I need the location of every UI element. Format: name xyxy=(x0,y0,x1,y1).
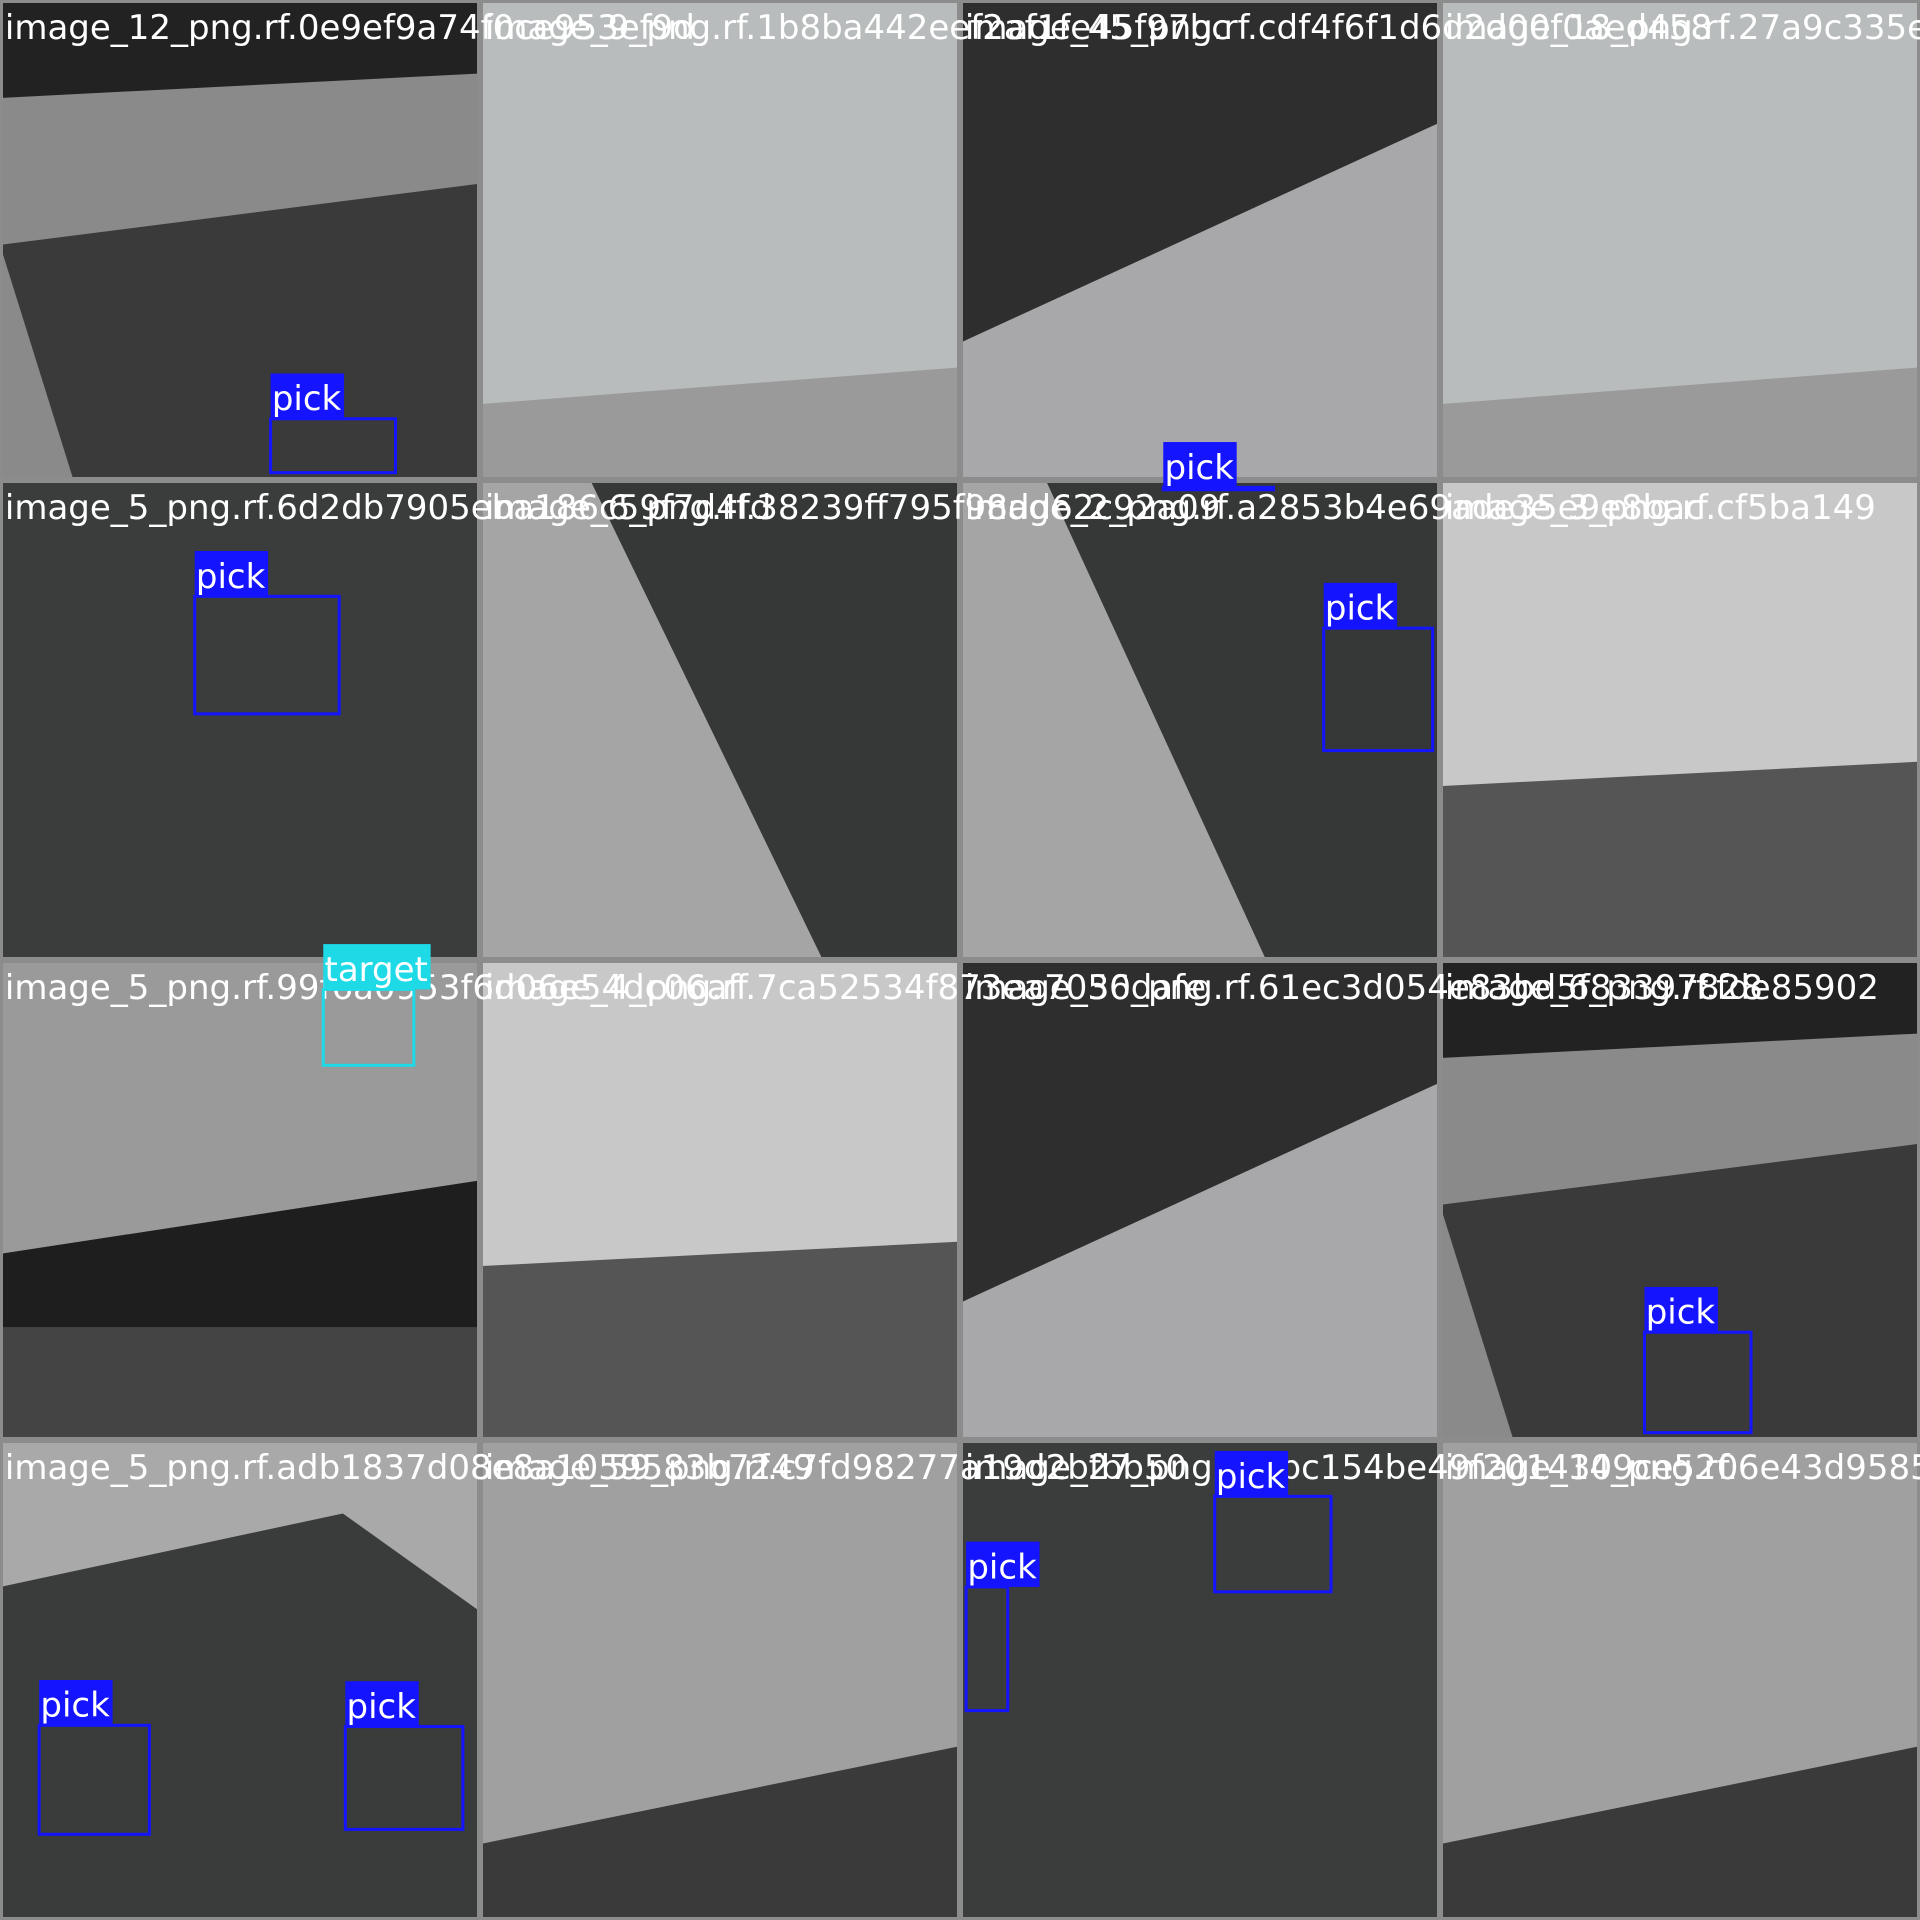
filename: image_59_png.rf.c7fd98277a19d2bfbb50 xyxy=(485,1448,1187,1488)
filename: image_3_png.rf.cf5ba149 xyxy=(1445,488,1876,528)
scene-shape xyxy=(480,1746,960,1920)
tile xyxy=(960,960,1440,1440)
tile xyxy=(1440,960,1920,1440)
tile xyxy=(0,0,480,480)
filename: image_5_png.rf.6d2db7905eba186c59f7d4fd xyxy=(5,488,771,528)
label-background xyxy=(1323,582,1398,629)
label-background xyxy=(323,944,431,990)
box-label: pick xyxy=(1325,589,1395,629)
tile xyxy=(960,0,1440,480)
label-background xyxy=(1214,1451,1289,1497)
tile-image xyxy=(960,1440,1440,1920)
tile xyxy=(960,480,1440,960)
scene-shape xyxy=(590,480,960,960)
scene-shape xyxy=(1440,1746,1920,1920)
tile xyxy=(1440,1440,1920,1920)
tile xyxy=(480,0,960,480)
box-label: pick xyxy=(1164,448,1234,488)
filename: image_6_png.rf.fde85902 xyxy=(1445,968,1879,1008)
scene-shape xyxy=(0,183,480,480)
filename: image_4_png.rf.7ca52534f873ea7056dafe xyxy=(485,968,1206,1008)
label-background xyxy=(194,551,269,597)
tile-border xyxy=(480,0,960,480)
box-label: pick xyxy=(1646,1293,1716,1333)
box-label: pick xyxy=(1216,1457,1286,1497)
box-label: pick xyxy=(272,379,342,419)
filename: image_18_png.rf.27a9c335eb85 xyxy=(1445,8,1920,48)
scene-shape xyxy=(0,1180,480,1328)
bounding-box xyxy=(321,987,416,1067)
tile-border xyxy=(0,960,480,1440)
scene-shape xyxy=(0,1327,480,1440)
tile-border xyxy=(480,1440,960,1920)
filename: image_27_png.rf.7bc154be49f2014309ce520 xyxy=(965,1448,1738,1488)
bounding-box xyxy=(1322,626,1435,753)
tile xyxy=(480,1440,960,1920)
box-label: pick xyxy=(347,1687,417,1727)
label-background xyxy=(39,1680,113,1726)
tile-border xyxy=(0,1440,480,1920)
scene-shape xyxy=(480,1241,960,1440)
label-background xyxy=(270,373,345,419)
tile-border xyxy=(1440,0,1920,480)
filename: image_45_png.rf.cdf4f6f1d6d2d00f0aed458 xyxy=(965,8,1712,48)
filename: image_14_png.rf.6e43d9585 xyxy=(1445,1448,1920,1488)
scene-shape xyxy=(0,0,480,98)
filename: image_12_png.rf.0e9ef9a74f0ce953ef9d xyxy=(5,8,695,48)
filename: image_6_png.rf.38239ff795f98dd62c92a09 xyxy=(485,488,1221,528)
tile-border xyxy=(960,960,1440,1440)
label-background xyxy=(966,1541,1040,1587)
label-background xyxy=(345,1681,419,1727)
box-label: pick xyxy=(40,1686,110,1726)
box-label: pick xyxy=(967,1547,1037,1587)
tile xyxy=(960,1440,1440,1920)
tile xyxy=(1440,480,1920,960)
box-label: target xyxy=(324,950,427,990)
tile-border xyxy=(0,0,480,480)
tile-border xyxy=(0,480,480,960)
tile xyxy=(1440,0,1920,480)
tile-border xyxy=(1440,960,1920,1440)
tile-border xyxy=(960,1440,1440,1920)
tile xyxy=(0,960,480,1440)
tile xyxy=(0,1440,480,1920)
filename: image_2_png.rf.a2853b4e69ade35e9e8bac xyxy=(965,488,1704,528)
tile xyxy=(480,960,960,1440)
tile xyxy=(480,480,960,960)
tile-border xyxy=(1440,1440,1920,1920)
filename: image_30_png.rf.61ec3d054e83bd5f83397828 xyxy=(965,968,1763,1008)
scene-shape xyxy=(480,367,960,480)
filename: image_9_png.rf.1b8ba442eef2af1fe45f97bc xyxy=(485,8,1230,48)
label-background xyxy=(1644,1286,1718,1333)
tile-border xyxy=(1440,480,1920,960)
scene-shape xyxy=(960,0,1440,343)
filename: image_5_png.rf.adb1837d08e8a1059583b7249 xyxy=(5,1448,815,1488)
tile-border xyxy=(480,480,960,960)
scene-shape xyxy=(1440,367,1920,480)
scene-shape xyxy=(1440,761,1920,960)
scene-shape xyxy=(960,960,1440,1303)
tile-border xyxy=(480,960,960,1440)
label-background xyxy=(1163,442,1237,488)
scene-shape xyxy=(0,1513,480,1920)
scene-shape xyxy=(1440,960,1920,1058)
box-label: pick xyxy=(196,557,266,597)
